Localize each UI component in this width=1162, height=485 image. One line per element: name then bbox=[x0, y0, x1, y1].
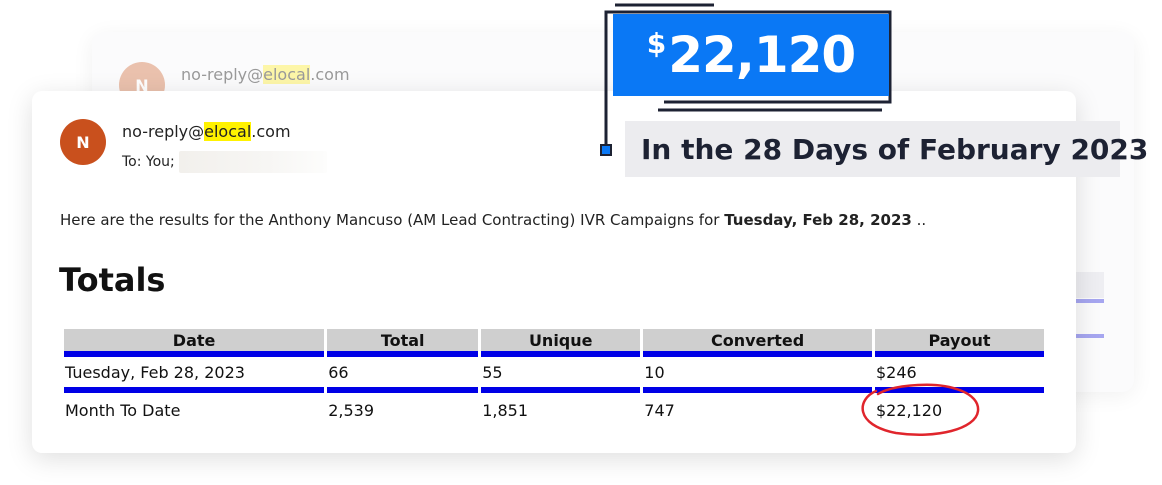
table-row: Month To Date 2,539 1,851 747 $22,120 bbox=[64, 393, 1044, 427]
column-header-unique: Unique bbox=[481, 329, 641, 357]
to-label: To: You; bbox=[122, 154, 175, 170]
column-header-converted: Converted bbox=[643, 329, 872, 357]
column-header-date: Date bbox=[64, 329, 325, 357]
sender-avatar: N bbox=[60, 119, 106, 165]
cell-date: Month To Date bbox=[65, 400, 181, 420]
red-circle-annotation bbox=[861, 383, 980, 436]
email-intro-text: Here are the results for the Anthony Man… bbox=[60, 211, 927, 229]
background-table-rule bbox=[1074, 334, 1104, 338]
callout-marker bbox=[600, 144, 612, 156]
background-sender-address: no-reply@elocal.com bbox=[181, 65, 350, 84]
cell-converted: 747 bbox=[644, 400, 675, 420]
period-callout: In the 28 Days of February 2023 bbox=[625, 121, 1148, 177]
recipient-row: To: You; bbox=[122, 151, 327, 173]
results-table: Date Total Unique Converted Payout Tuesd… bbox=[61, 329, 1047, 427]
highlighted-text: elocal bbox=[204, 122, 252, 141]
sender-address: no-reply@elocal.com bbox=[122, 122, 291, 141]
cell-total: 2,539 bbox=[328, 400, 374, 420]
table-row: Tuesday, Feb 28, 2023 66 55 10 $246 bbox=[64, 357, 1044, 393]
background-table-rule bbox=[1074, 299, 1104, 303]
column-header-total: Total bbox=[327, 329, 479, 357]
currency-symbol: $ bbox=[646, 26, 667, 60]
payout-amount-callout: $22,120 bbox=[613, 14, 889, 96]
cell-date: Tuesday, Feb 28, 2023 bbox=[64, 357, 325, 393]
totals-heading: Totals bbox=[59, 261, 166, 299]
cell-payout: $22,120 bbox=[875, 400, 943, 420]
background-table-fragment bbox=[1074, 272, 1104, 298]
cell-total: 66 bbox=[327, 357, 479, 393]
payout-amount: 22,120 bbox=[668, 26, 856, 84]
report-date: Tuesday, Feb 28, 2023 bbox=[724, 211, 912, 229]
cell-unique: 1,851 bbox=[482, 400, 528, 420]
cell-unique: 55 bbox=[481, 357, 641, 393]
cell-converted: 10 bbox=[643, 357, 872, 393]
table-header-row: Date Total Unique Converted Payout bbox=[64, 329, 1044, 357]
column-header-payout: Payout bbox=[874, 329, 1044, 357]
redacted-recipient bbox=[178, 151, 327, 173]
